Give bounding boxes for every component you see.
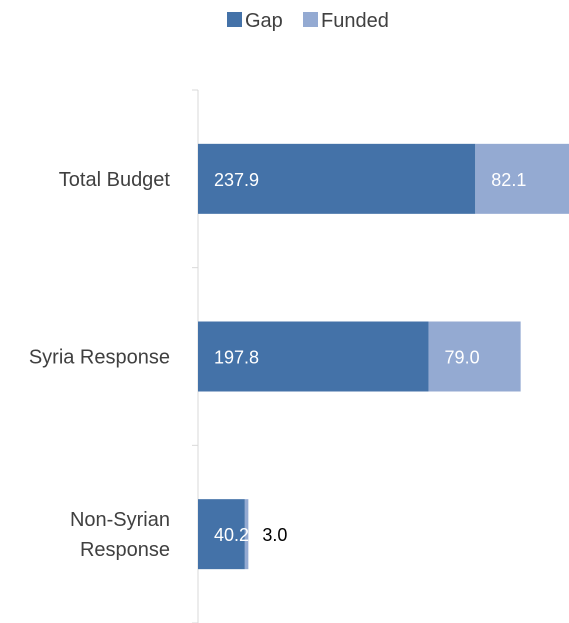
category-label: Response: [80, 539, 170, 561]
legend: Gap Funded: [227, 10, 389, 32]
bars: [198, 143, 569, 570]
legend-swatch-funded: [303, 12, 318, 27]
labels: Total Budget 237.9 82.1 Syria Response 197.8…: [29, 169, 527, 561]
data-label-funded-1: 79.0: [445, 348, 480, 368]
bar-gap-0: [198, 143, 476, 214]
category-label: Syria Response: [29, 347, 170, 369]
data-label-funded-0: 82.1: [491, 170, 526, 190]
data-label-gap-0: 237.9: [214, 170, 259, 190]
data-label-funded-2: 3.0: [262, 525, 287, 545]
legend-label-gap: Gap: [245, 10, 283, 32]
category-label: Total Budget: [59, 169, 171, 191]
data-label-gap-2: 40.2: [214, 525, 249, 545]
bar-funded-2: [244, 499, 249, 570]
bar-gap-1: [198, 321, 429, 392]
bar-funded-0: [475, 143, 569, 214]
bar-gap-2: [198, 499, 245, 570]
legend-swatch-gap: [227, 12, 242, 27]
bar-funded-1: [428, 321, 521, 392]
category-axis: [192, 89, 199, 623]
data-label-gap-1: 197.8: [214, 348, 259, 368]
category-label: Non-Syrian: [70, 509, 170, 531]
legend-label-funded: Funded: [321, 10, 389, 32]
